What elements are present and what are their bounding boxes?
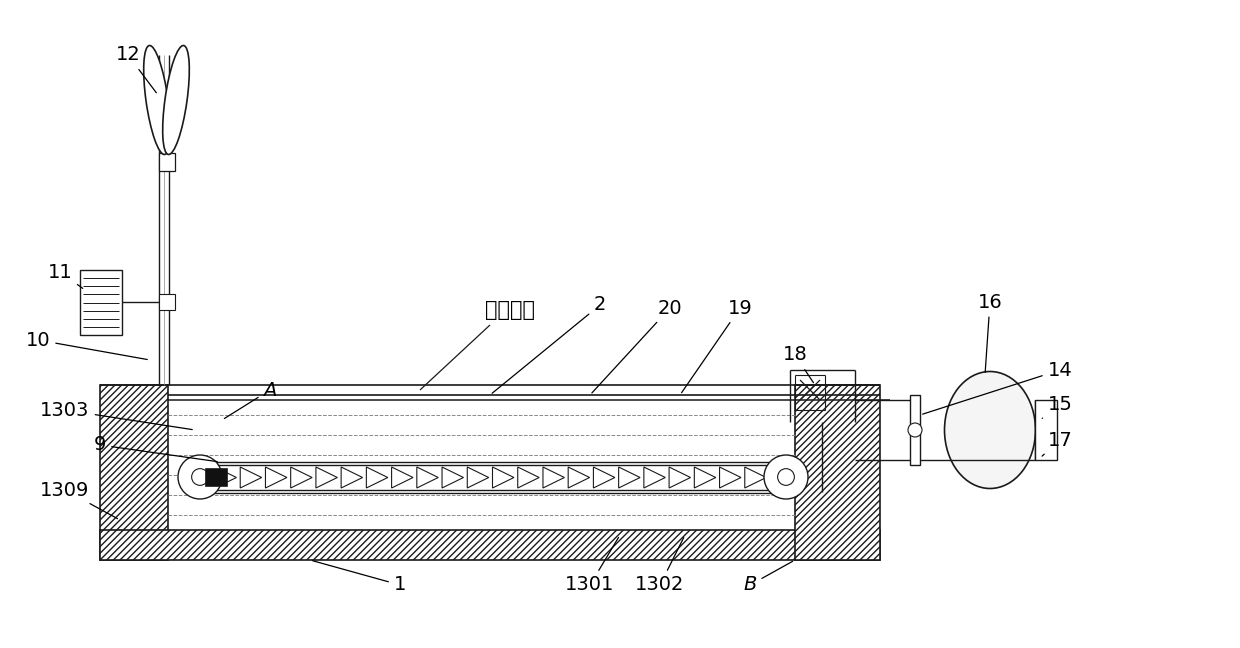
- Polygon shape: [366, 467, 388, 488]
- Polygon shape: [745, 467, 766, 488]
- Bar: [159, 294, 175, 310]
- Text: 1302: 1302: [635, 537, 684, 594]
- Polygon shape: [265, 467, 286, 488]
- Ellipse shape: [162, 45, 190, 154]
- Polygon shape: [492, 467, 513, 488]
- Circle shape: [179, 455, 222, 499]
- Polygon shape: [467, 467, 489, 488]
- Circle shape: [192, 469, 208, 485]
- Bar: [81, 270, 122, 335]
- Text: 12: 12: [115, 45, 156, 93]
- Circle shape: [764, 455, 808, 499]
- Text: 11: 11: [47, 262, 83, 288]
- Text: B: B: [743, 561, 792, 594]
- Text: 19: 19: [682, 299, 753, 393]
- Polygon shape: [241, 467, 262, 488]
- Ellipse shape: [945, 371, 1035, 489]
- Polygon shape: [694, 467, 715, 488]
- Circle shape: [777, 469, 795, 485]
- Text: 1309: 1309: [41, 481, 118, 518]
- Polygon shape: [568, 467, 590, 488]
- Bar: [159, 153, 175, 171]
- Polygon shape: [543, 467, 564, 488]
- Polygon shape: [341, 467, 362, 488]
- Polygon shape: [316, 467, 337, 488]
- Polygon shape: [215, 467, 237, 488]
- Ellipse shape: [144, 45, 170, 154]
- Polygon shape: [619, 467, 640, 488]
- Polygon shape: [594, 467, 615, 488]
- Text: 15: 15: [1043, 395, 1073, 419]
- Circle shape: [908, 423, 923, 437]
- Polygon shape: [518, 467, 539, 488]
- Text: A: A: [224, 380, 277, 419]
- Bar: [795, 385, 880, 560]
- Text: 2: 2: [492, 295, 606, 393]
- Polygon shape: [670, 467, 691, 488]
- Text: 16: 16: [977, 292, 1002, 372]
- Text: 20: 20: [591, 299, 682, 393]
- Text: 9: 9: [94, 435, 217, 461]
- Text: 18: 18: [782, 345, 813, 383]
- Polygon shape: [644, 467, 666, 488]
- Text: 10: 10: [26, 330, 148, 360]
- Bar: [1035, 400, 1056, 460]
- Text: 防护镜片: 防护镜片: [485, 300, 534, 320]
- Bar: [200, 462, 790, 493]
- Bar: [100, 530, 880, 560]
- Polygon shape: [417, 467, 438, 488]
- Polygon shape: [441, 467, 464, 488]
- Text: 17: 17: [1042, 430, 1073, 456]
- Text: 1301: 1301: [565, 537, 619, 594]
- Polygon shape: [392, 467, 413, 488]
- Bar: [205, 468, 227, 486]
- Text: 1303: 1303: [41, 400, 192, 430]
- Polygon shape: [290, 467, 312, 488]
- Bar: [910, 395, 920, 465]
- Bar: [100, 385, 167, 560]
- Text: 14: 14: [923, 360, 1073, 414]
- Text: 1: 1: [312, 561, 407, 594]
- Polygon shape: [719, 467, 742, 488]
